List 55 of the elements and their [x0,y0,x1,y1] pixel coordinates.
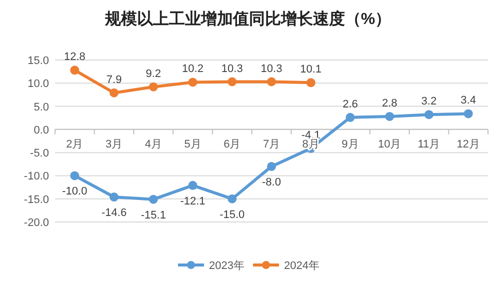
data-label: 2.8 [382,97,398,110]
point [148,194,158,204]
point [346,112,355,122]
data-label: 10.3 [221,62,243,75]
point [188,180,198,190]
x-tick-label: 10月 [378,138,402,150]
x-tick-label: 6月 [224,138,241,150]
point [228,77,237,86]
data-label: 2.6 [342,98,358,110]
point [267,162,276,171]
data-label: -8.0 [262,176,281,188]
legend-label: 2024年 [284,260,320,272]
x-tick-label: 3月 [105,138,123,150]
data-label: 10.2 [182,63,204,76]
y-tick-label: -5.0 [30,148,49,160]
data-label: 10.1 [300,64,322,76]
data-label: 10.3 [260,62,282,75]
point [267,77,276,86]
point [424,110,434,120]
data-label: -15.1 [140,209,166,222]
data-label: -15.0 [220,208,245,221]
y-tick-label: -20.0 [24,217,49,229]
data-label: -12.1 [180,195,206,208]
point [228,194,237,204]
x-tick-label: 2月 [66,138,84,150]
y-tick-label: -15.0 [24,194,49,206]
x-tick-label: 12月 [456,138,480,150]
point [148,82,158,92]
chart-title: 规模以上工业增加值同比增长速度（%） [104,9,392,28]
x-tick-label: 7月 [262,138,280,150]
data-label: 7.9 [106,74,122,86]
data-label: 9.2 [146,68,162,80]
point [110,192,119,202]
x-tick-label: 5月 [184,138,202,150]
x-tick-label: 4月 [144,138,162,150]
data-label: 3.4 [460,94,476,107]
y-tick-label: 0.0 [34,124,49,136]
legend-label: 2023年 [209,260,244,272]
point [110,88,119,98]
point [188,78,198,87]
y-tick-label: 15.0 [28,55,49,67]
y-tick-label: -10.0 [24,170,49,183]
point [306,78,316,88]
x-tick-label: 11月 [418,138,440,150]
point [385,112,394,121]
y-tick-label: 10.0 [28,78,49,90]
data-label: -14.6 [102,207,127,220]
x-tick-label: 9月 [342,138,359,150]
data-label: -10.0 [62,186,88,198]
point [464,109,473,118]
data-label: 3.2 [421,96,437,108]
point [70,171,80,180]
point [70,66,80,75]
data-label: 12.8 [64,51,86,64]
y-tick-label: 5.0 [34,101,49,114]
